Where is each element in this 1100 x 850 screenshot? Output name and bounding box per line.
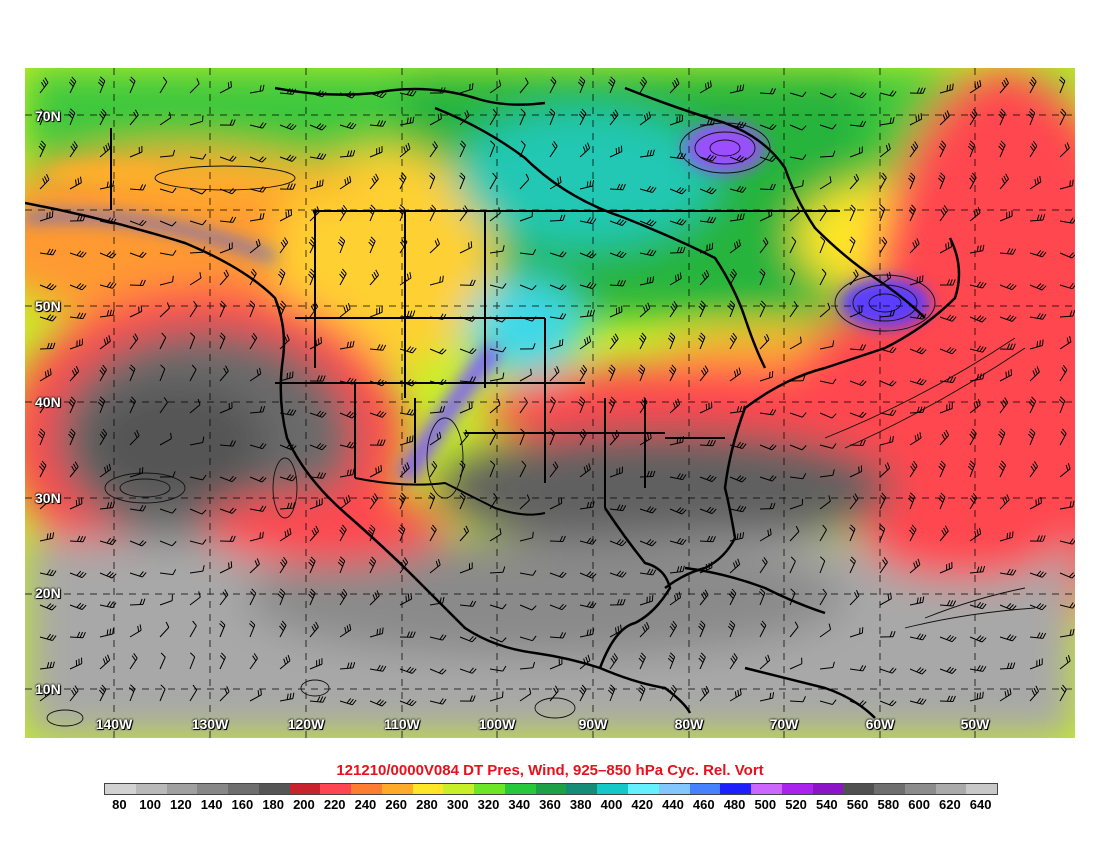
colorbar-label: 200 bbox=[293, 797, 315, 812]
map-title: 121210/0000V084 DT Pres, Wind, 925–850 h… bbox=[336, 762, 764, 779]
latitude-label: 70N bbox=[35, 108, 61, 124]
colorbar-swatch bbox=[105, 784, 136, 794]
colorbar-label: 160 bbox=[231, 797, 254, 812]
colorbar-label: 520 bbox=[785, 797, 807, 812]
colorbar-swatch bbox=[443, 784, 475, 794]
wind-barbs bbox=[37, 76, 1075, 707]
colorbar-swatch bbox=[504, 784, 536, 794]
colorbar-swatch bbox=[597, 784, 629, 794]
colorbar-swatch bbox=[781, 784, 813, 794]
colorbar-label: 600 bbox=[908, 797, 930, 812]
colorbar-swatch bbox=[689, 784, 721, 794]
colorbar-label: 220 bbox=[323, 797, 346, 812]
colorbar-swatch bbox=[289, 784, 321, 794]
longitude-label: 70W bbox=[769, 716, 799, 732]
colorbar-label: 260 bbox=[385, 797, 408, 812]
colorbar-swatch bbox=[381, 784, 413, 794]
colorbar-label: 340 bbox=[508, 797, 531, 812]
colorbar-label: 440 bbox=[662, 797, 684, 812]
longitude-label: 110W bbox=[384, 716, 420, 732]
colorbar-label: 280 bbox=[416, 797, 438, 812]
latitude-label: 30N bbox=[35, 490, 61, 506]
colorbar-label: 640 bbox=[969, 797, 992, 812]
map-panel: 70N 50N 40N 30N 20N 10N 140W 130W 120W 1… bbox=[25, 68, 1075, 738]
colorbar-label: 80 bbox=[112, 797, 127, 812]
longitude-label: 130W bbox=[191, 716, 229, 732]
colorbar-swatch bbox=[843, 784, 875, 794]
latitude-label: 10N bbox=[35, 681, 61, 697]
colorbar-swatch bbox=[751, 784, 782, 794]
latitude-label: 20N bbox=[35, 585, 61, 601]
colorbar-label: 120 bbox=[170, 797, 192, 812]
colorbar bbox=[104, 783, 998, 795]
colorbar-labels: 80 100 120 140 160 180 200 220 240 260 280 300 320 34… bbox=[104, 797, 996, 813]
longitude-label: 120W bbox=[287, 716, 325, 732]
colorbar-label: 560 bbox=[846, 797, 869, 812]
colorbar-swatch bbox=[166, 784, 198, 794]
political-borders bbox=[110, 128, 840, 516]
colorbar-swatch bbox=[135, 784, 167, 794]
colorbar-label: 460 bbox=[692, 797, 715, 812]
colorbar-label: 320 bbox=[477, 797, 500, 812]
colorbar-label: 400 bbox=[600, 797, 623, 812]
colorbar-swatch bbox=[351, 784, 382, 794]
colorbar-swatch bbox=[812, 784, 844, 794]
colorbar-label: 240 bbox=[354, 797, 377, 812]
colorbar-label: 420 bbox=[631, 797, 654, 812]
colorbar-label: 140 bbox=[200, 797, 223, 812]
colorbar-label: 360 bbox=[539, 797, 561, 812]
colorbar-label: 580 bbox=[877, 797, 900, 812]
colorbar-swatch bbox=[412, 784, 444, 794]
graticule bbox=[25, 68, 1075, 738]
longitude-label: 50W bbox=[960, 716, 990, 732]
latitude-label: 50N bbox=[35, 298, 61, 314]
colorbar-swatch bbox=[474, 784, 505, 794]
colorbar-swatch bbox=[658, 784, 690, 794]
longitude-label: 140W bbox=[95, 716, 133, 732]
colorbar-label: 540 bbox=[815, 797, 838, 812]
colorbar-swatch bbox=[320, 784, 352, 794]
longitude-label: 90W bbox=[578, 716, 608, 732]
colorbar-label: 500 bbox=[754, 797, 777, 812]
colorbar-swatch bbox=[720, 784, 752, 794]
colorbar-swatch bbox=[535, 784, 567, 794]
colorbar-label: 620 bbox=[939, 797, 961, 812]
longitude-label: 80W bbox=[674, 716, 704, 732]
colorbar-swatch bbox=[566, 784, 598, 794]
colorbar-swatch bbox=[197, 784, 229, 794]
longitude-label: 60W bbox=[865, 716, 895, 732]
colorbar-swatch bbox=[258, 784, 290, 794]
colorbar-label: 180 bbox=[262, 797, 285, 812]
colorbar-swatch bbox=[228, 784, 259, 794]
colorbar-swatch bbox=[628, 784, 659, 794]
coastlines bbox=[25, 86, 961, 719]
colorbar-label: 480 bbox=[723, 797, 746, 812]
colorbar-swatch bbox=[935, 784, 967, 794]
longitude-label: 100W bbox=[478, 716, 516, 732]
latitude-label: 40N bbox=[35, 394, 61, 410]
colorbar-swatch bbox=[904, 784, 936, 794]
colorbar-label: 300 bbox=[446, 797, 469, 812]
colorbar-label: 100 bbox=[139, 797, 161, 812]
vorticity-contours bbox=[46, 122, 1036, 727]
colorbar-label: 380 bbox=[569, 797, 592, 812]
colorbar-swatch bbox=[874, 784, 905, 794]
dynamic-tropopause-map bbox=[25, 68, 1075, 738]
colorbar-swatch bbox=[966, 784, 998, 794]
